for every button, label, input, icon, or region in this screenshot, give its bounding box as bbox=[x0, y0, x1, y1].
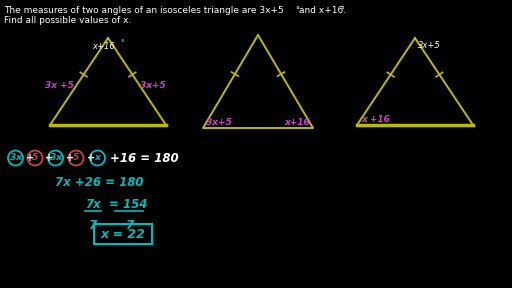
Text: 5: 5 bbox=[73, 154, 79, 162]
Text: = 154: = 154 bbox=[109, 198, 147, 211]
Text: 3x+5: 3x+5 bbox=[206, 118, 232, 127]
Text: x = 22: x = 22 bbox=[101, 228, 146, 240]
Text: +: + bbox=[26, 153, 34, 163]
Text: °: ° bbox=[120, 40, 123, 46]
Text: and x+16: and x+16 bbox=[299, 6, 343, 15]
Text: °: ° bbox=[340, 6, 344, 15]
Text: x+16: x+16 bbox=[284, 118, 310, 127]
Text: x: x bbox=[95, 154, 100, 162]
Text: 3x: 3x bbox=[50, 154, 61, 162]
Text: 3x +5: 3x +5 bbox=[45, 81, 74, 90]
Text: 7x: 7x bbox=[85, 198, 101, 211]
Text: 3x+5: 3x+5 bbox=[418, 41, 441, 50]
Text: 7: 7 bbox=[88, 219, 96, 232]
Text: The measures of two angles of an isosceles triangle are 3x+5: The measures of two angles of an isoscel… bbox=[4, 6, 284, 15]
Text: 3x+5: 3x+5 bbox=[140, 81, 166, 90]
Text: 3x: 3x bbox=[10, 154, 22, 162]
Text: 7x +26 = 180: 7x +26 = 180 bbox=[55, 177, 143, 190]
Text: .: . bbox=[343, 6, 346, 15]
Text: x +16: x +16 bbox=[361, 115, 390, 124]
Text: 5: 5 bbox=[32, 154, 38, 162]
Text: +16 = 180: +16 = 180 bbox=[110, 151, 179, 164]
Text: +: + bbox=[87, 153, 95, 163]
Text: x+16: x+16 bbox=[93, 42, 115, 51]
Text: °: ° bbox=[295, 6, 299, 15]
Text: Find all possible values of x.: Find all possible values of x. bbox=[4, 16, 132, 25]
Text: 7: 7 bbox=[125, 219, 133, 232]
Text: +: + bbox=[46, 153, 54, 163]
Text: +: + bbox=[66, 153, 74, 163]
